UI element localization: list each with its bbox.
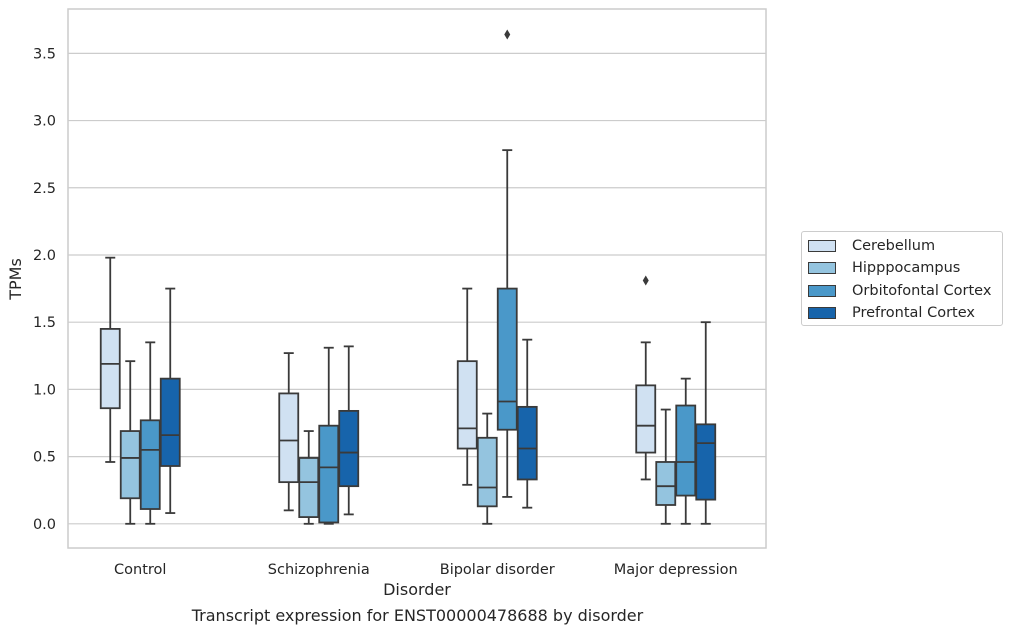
legend-swatch <box>808 285 836 297</box>
box-body <box>476 436 498 508</box>
box-1-0 <box>278 352 300 512</box>
y-tick-labels: 0.0 0.5 1.0 1.5 2.0 2.5 3.0 3.5 <box>33 46 56 532</box>
box-0-1 <box>119 360 141 525</box>
y-tick-label: 3.5 <box>33 46 56 62</box>
legend-label: Cerebellum <box>852 238 936 254</box>
x-tick-label: Bipolar disorder <box>440 562 555 578</box>
box-0-3 <box>159 287 181 514</box>
y-tick-label: 2.0 <box>33 248 56 264</box>
box-0-0 <box>99 256 121 463</box>
legend-item-prefrontal-cortex: Prefrontal Cortex <box>808 303 975 323</box>
box-body <box>516 405 538 481</box>
legend: Cerebellum Hipppocampus Orbitofontal Cor… <box>801 231 1003 326</box>
legend-swatch <box>808 262 836 274</box>
box-body <box>298 457 320 518</box>
box-body <box>139 419 161 510</box>
x-tick-label: Schizophrenia <box>268 562 370 578</box>
box-body <box>119 430 141 500</box>
box-1-3 <box>338 345 360 516</box>
box-3-0 <box>635 275 657 481</box>
legend-swatch <box>808 307 836 319</box>
y-tick-label: 1.5 <box>33 315 56 331</box>
y-axis-label: TPMs <box>6 258 25 301</box>
box-body <box>635 384 657 454</box>
box-3-1 <box>655 408 677 525</box>
y-tick-label: 2.5 <box>33 181 56 197</box>
box-3-3 <box>695 321 717 525</box>
box-body <box>496 287 518 431</box>
legend-label: Hipppocampus <box>852 260 961 276</box>
box-body <box>338 409 360 488</box>
legend-label: Prefrontal Cortex <box>852 305 975 321</box>
x-tick-labels: Control Schizophrenia Bipolar disorder Majo… <box>114 562 738 578</box>
box-0-2 <box>139 341 161 525</box>
box-3-2 <box>675 377 697 525</box>
plot-frame <box>67 8 767 549</box>
legend-item-orbitofrontal-cortex: Orbitofontal Cortex <box>808 281 991 301</box>
figure-caption: Transcript expression for ENST0000047868… <box>191 606 644 625</box>
legend-label: Orbitofontal Cortex <box>852 283 992 299</box>
box-body <box>456 360 478 450</box>
y-tick-label: 3.0 <box>33 114 56 130</box>
y-tick-label: 0.5 <box>33 450 56 466</box>
legend-swatch <box>808 240 836 252</box>
legend-item-cerebellum: Cerebellum <box>808 236 935 256</box>
box-body <box>278 392 300 484</box>
box-body <box>99 328 121 410</box>
box-marks <box>99 29 717 525</box>
x-tick-label: Major depression <box>614 562 738 578</box>
box-1-2 <box>318 346 340 525</box>
outlier-point <box>642 275 649 286</box>
box-body <box>655 461 677 506</box>
legend-item-hippocampus: Hipppocampus <box>808 258 960 278</box>
box-body <box>318 424 340 524</box>
x-axis-label: Disorder <box>383 580 451 599</box>
y-tick-label: 1.0 <box>33 382 56 398</box>
box-body <box>675 404 697 497</box>
box-2-3 <box>516 338 538 509</box>
box-body <box>695 423 717 501</box>
gridlines <box>68 52 766 525</box>
box-1-1 <box>298 430 320 525</box>
x-tick-label: Control <box>114 562 166 578</box>
box-2-1 <box>476 412 498 525</box>
outlier-point <box>504 29 511 40</box>
box-body <box>159 377 181 467</box>
y-tick-label: 0.0 <box>33 517 56 533</box>
box-2-0 <box>456 287 478 486</box>
box-2-2 <box>496 29 518 498</box>
